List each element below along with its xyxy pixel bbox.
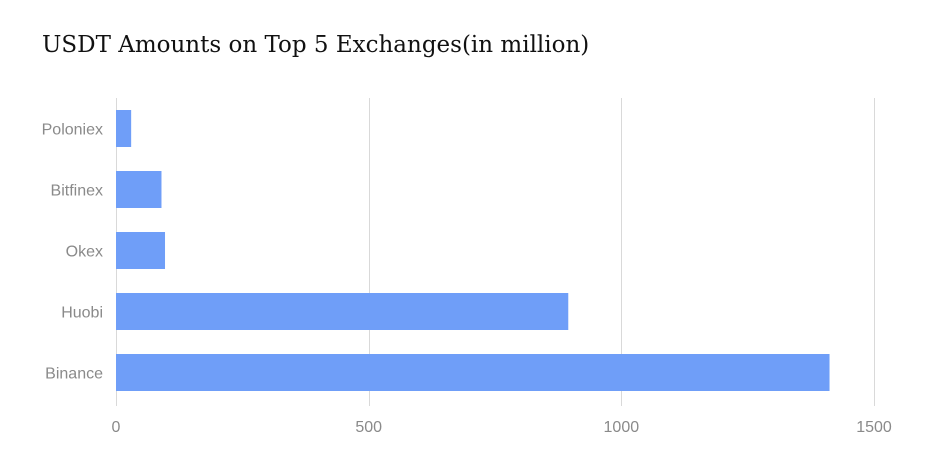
category-label-poloniex: Poloniex xyxy=(42,122,103,139)
bar-poloniex xyxy=(116,110,132,147)
bar-binance xyxy=(116,354,830,391)
category-label-huobi: Huobi xyxy=(61,305,103,322)
x-tick-label-1500: 1500 xyxy=(856,419,892,436)
chart-title: USDT Amounts on Top 5 Exchanges(in milli… xyxy=(42,32,590,58)
bars xyxy=(116,110,830,391)
x-tick-label-0: 0 xyxy=(112,419,121,436)
category-label-bitfinex: Bitfinex xyxy=(51,183,103,200)
x-axis-ticks: 0 500 1000 1500 xyxy=(112,419,892,436)
x-tick-label-1000: 1000 xyxy=(604,419,640,436)
category-label-okex: Okex xyxy=(66,244,103,261)
category-label-binance: Binance xyxy=(45,366,103,383)
bar-bitfinex xyxy=(116,171,162,208)
category-labels: Poloniex Bitfinex Okex Huobi Binance xyxy=(42,122,103,383)
bar-huobi xyxy=(116,293,569,330)
bar-okex xyxy=(116,232,166,269)
x-tick-label-500: 500 xyxy=(355,419,382,436)
